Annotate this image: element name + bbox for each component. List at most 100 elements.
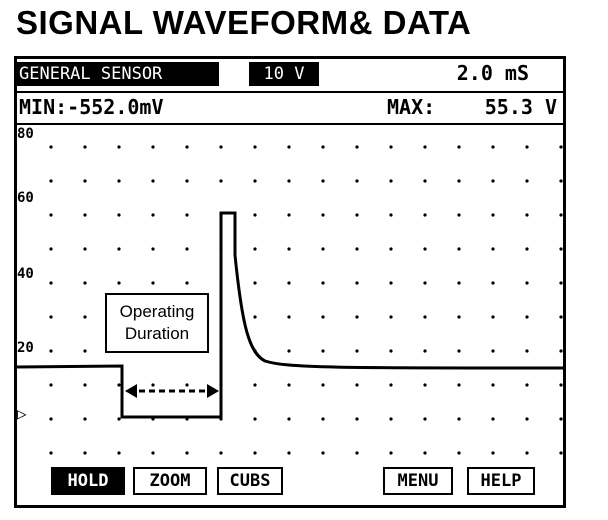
grid-dot <box>355 349 359 353</box>
y-tick-40: 40 <box>17 266 34 282</box>
grid-dot <box>423 213 427 217</box>
grid-dot <box>287 213 291 217</box>
grid-dot <box>355 247 359 251</box>
max-value: 55.3 V <box>484 95 557 119</box>
grid-dot <box>457 145 461 149</box>
grid-dot <box>423 179 427 183</box>
grid-dot <box>559 247 563 251</box>
grid-dot <box>287 349 291 353</box>
grid-dot <box>83 179 87 183</box>
grid-dot <box>559 451 563 455</box>
page-title: SIGNAL WAVEFORM& DATA <box>16 4 472 41</box>
grid-dot <box>253 213 257 217</box>
grid-dot <box>559 417 563 421</box>
grid-dot <box>491 247 495 251</box>
grid-dot <box>457 281 461 285</box>
grid-dot <box>49 349 53 353</box>
grid-dot <box>185 179 189 183</box>
grid-dot <box>117 383 121 387</box>
operating-duration-label: Operating Duration <box>105 293 209 353</box>
grid-dot <box>321 247 325 251</box>
grid-dot <box>559 315 563 319</box>
grid-dot <box>49 247 53 251</box>
grid-dot <box>83 349 87 353</box>
grid-dot <box>287 247 291 251</box>
grid-dot <box>355 315 359 319</box>
status-bar: GENERAL SENSOR 10 V 2.0 mS <box>17 59 563 93</box>
grid-dot <box>185 145 189 149</box>
grid-dot <box>355 383 359 387</box>
grid-dot <box>491 281 495 285</box>
grid-dot <box>321 383 325 387</box>
grid-dot <box>49 145 53 149</box>
grid-dot <box>117 451 121 455</box>
grid-dot <box>151 383 155 387</box>
grid-dot <box>321 179 325 183</box>
grid-dot <box>253 281 257 285</box>
grid-dot <box>423 145 427 149</box>
grid-dot <box>457 213 461 217</box>
arrow-right-icon <box>207 384 219 398</box>
grid-dot <box>457 383 461 387</box>
grid-dot <box>287 383 291 387</box>
menu-button[interactable]: MENU <box>383 467 453 495</box>
grid-dot <box>287 417 291 421</box>
grid-dot <box>457 417 461 421</box>
grid-dot <box>321 281 325 285</box>
grid-dot <box>389 349 393 353</box>
grid-dot <box>491 145 495 149</box>
grid-dot <box>491 451 495 455</box>
grid-dot <box>253 315 257 319</box>
grid-dot <box>185 451 189 455</box>
grid-dot <box>253 179 257 183</box>
help-button[interactable]: HELP <box>467 467 535 495</box>
grid-dot <box>423 281 427 285</box>
grid-dot <box>321 349 325 353</box>
y-tick-60: 60 <box>17 190 34 206</box>
mode-label[interactable]: GENERAL SENSOR <box>17 62 219 86</box>
grid-dot <box>253 247 257 251</box>
grid-dot <box>287 179 291 183</box>
grid-dot <box>525 145 529 149</box>
grid-dot <box>49 179 53 183</box>
grid-dot <box>559 281 563 285</box>
grid-dot <box>491 349 495 353</box>
grid-dot <box>253 451 257 455</box>
grid-dot <box>117 247 121 251</box>
max-label: MAX: <box>387 95 436 119</box>
scope-screen: GENERAL SENSOR 10 V 2.0 mS MIN:-552.0mV … <box>14 56 566 508</box>
grid-dot <box>151 179 155 183</box>
grid-dot <box>525 281 529 285</box>
grid-dot <box>491 213 495 217</box>
grid-dot <box>83 315 87 319</box>
grid-dot <box>457 247 461 251</box>
cubs-button[interactable]: CUBS <box>217 467 283 495</box>
grid-dot <box>525 349 529 353</box>
grid-dot <box>117 281 121 285</box>
zoom-button[interactable]: ZOOM <box>133 467 207 495</box>
grid-dot <box>491 315 495 319</box>
grid-dot <box>185 213 189 217</box>
grid-dot <box>423 315 427 319</box>
ground-marker-icon: ▷ <box>17 404 27 423</box>
grid-dot <box>117 213 121 217</box>
grid-dot <box>457 349 461 353</box>
grid-dot <box>491 383 495 387</box>
grid-dot <box>355 179 359 183</box>
grid-dot <box>559 349 563 353</box>
grid-dot <box>423 349 427 353</box>
grid-dot <box>219 451 223 455</box>
min-reading: MIN:-552.0mV <box>19 95 164 119</box>
waveform-svg <box>17 145 563 455</box>
grid-dot <box>389 179 393 183</box>
grid-dot <box>525 179 529 183</box>
grid-dot <box>525 213 529 217</box>
grid-dot <box>355 281 359 285</box>
hold-button[interactable]: HOLD <box>51 467 125 495</box>
grid-dot <box>287 451 291 455</box>
waveform-trace <box>17 211 563 419</box>
grid-dot <box>423 451 427 455</box>
grid-dot <box>49 213 53 217</box>
channel-scale[interactable]: 10 V <box>249 62 319 86</box>
grid-dot <box>49 315 53 319</box>
